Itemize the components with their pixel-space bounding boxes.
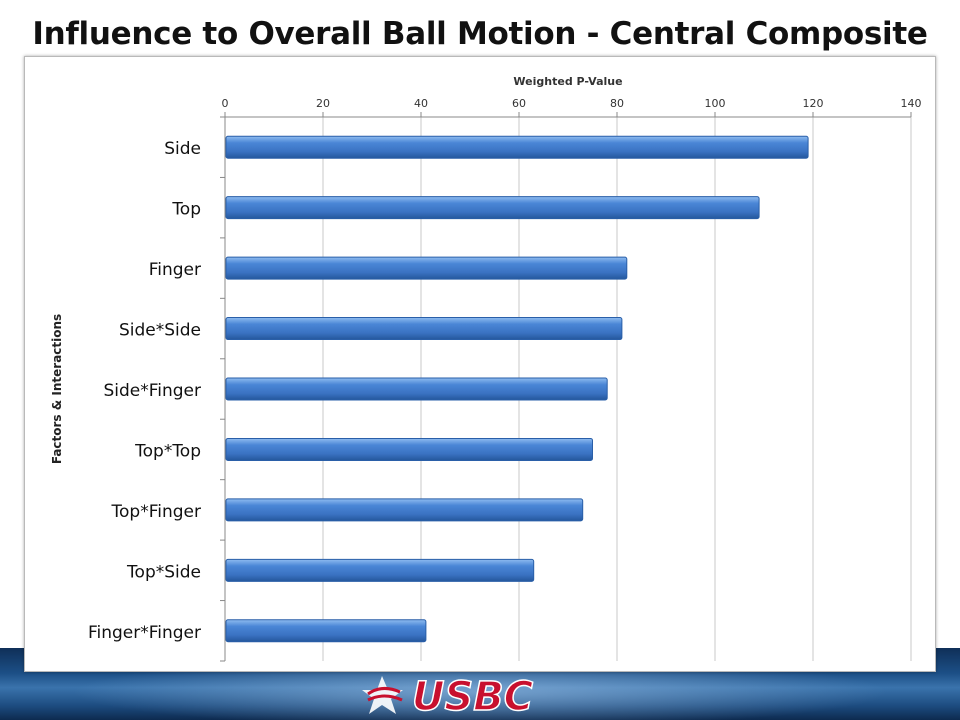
bar [225, 558, 535, 582]
bar-chart: 0 20 40 60 80 100 120 140 Side Top Finger Side*Side… [50, 75, 922, 662]
x-tick-label: 140 [901, 97, 922, 110]
star-icon [362, 676, 403, 714]
category-label: Side*Finger [103, 381, 201, 401]
x-axis-title: Weighted P-Value [513, 75, 622, 88]
chart-frame: 0 20 40 60 80 100 120 140 Side Top Finger Side*Side… [24, 56, 936, 672]
x-tick-label: 120 [803, 97, 824, 110]
usbc-logo: USBC [362, 673, 534, 720]
category-label: Finger [149, 260, 201, 280]
bar [225, 498, 584, 522]
bars [225, 135, 809, 643]
bar [225, 437, 593, 461]
bar [225, 196, 760, 220]
slide-title: Influence to Overall Ball Motion - Centr… [32, 16, 928, 52]
x-tick-label: 20 [316, 97, 330, 110]
category-label: Side*Side [119, 321, 201, 341]
category-label: Top*Finger [111, 502, 201, 522]
logo-text: USBC [412, 674, 533, 720]
bar [225, 619, 427, 643]
bar [225, 317, 623, 341]
x-tick-label: 60 [512, 97, 526, 110]
axes [220, 112, 912, 662]
y-axis-title: Factors & Interactions [50, 314, 64, 464]
x-tick-label: 0 [222, 97, 229, 110]
x-tick-label: 80 [610, 97, 624, 110]
bar [225, 377, 608, 401]
x-tick-label: 40 [414, 97, 428, 110]
category-label: Finger*Finger [88, 623, 201, 643]
bar [225, 256, 628, 280]
category-label: Top [171, 200, 201, 220]
category-label: Side [164, 139, 201, 159]
bar [225, 135, 809, 159]
category-label: Top*Top [134, 441, 201, 461]
labels: 0 20 40 60 80 100 120 140 Side Top Finger Side*Side… [88, 97, 922, 643]
x-tick-label: 100 [705, 97, 726, 110]
category-label: Top*Side [126, 562, 201, 582]
